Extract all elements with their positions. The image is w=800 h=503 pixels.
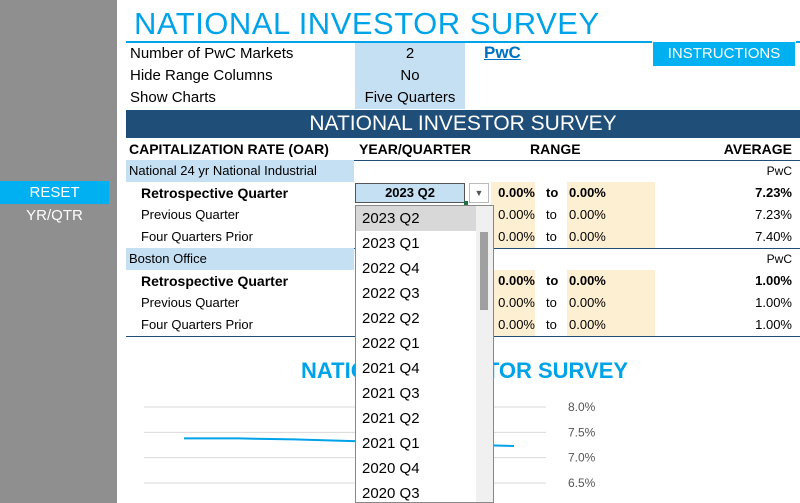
range-low: 0.00% bbox=[491, 292, 535, 314]
dropdown-option[interactable]: 2022 Q3 bbox=[362, 285, 420, 302]
dropdown-option[interactable]: 2022 Q2 bbox=[362, 310, 420, 327]
dropdown-option[interactable]: 2021 Q2 bbox=[362, 410, 420, 427]
dropdown-option[interactable]: 2021 Q3 bbox=[362, 385, 420, 402]
source-label: PwC bbox=[766, 252, 792, 266]
table-row: Four Quarters Prior 0.00% to 0.00% 1.00% bbox=[126, 314, 800, 336]
row-label: Retrospective Quarter bbox=[141, 185, 289, 201]
average-value: 7.23% bbox=[755, 207, 792, 222]
markets-count-input[interactable]: 2 bbox=[355, 43, 465, 65]
range-to: to bbox=[546, 273, 559, 288]
range-to: to bbox=[546, 207, 557, 222]
range-low: 0.00% bbox=[491, 182, 535, 204]
config-label: Hide Range Columns bbox=[130, 67, 273, 84]
range-high: 0.00% bbox=[567, 182, 655, 204]
hide-range-input[interactable]: No bbox=[355, 65, 465, 87]
column-header-year-quarter: YEAR/QUARTER bbox=[359, 141, 472, 157]
y-tick-label: 7.0% bbox=[568, 451, 596, 465]
range-high: 0.00% bbox=[567, 314, 655, 336]
market-name: National 24 yr National Industrial bbox=[126, 160, 354, 182]
range-to: to bbox=[546, 295, 557, 310]
year-quarter-select[interactable]: 2023 Q2 bbox=[355, 183, 465, 203]
range-to: to bbox=[546, 229, 557, 244]
year-quarter-dropdown[interactable]: 2023 Q2 2023 Q1 2022 Q4 2022 Q3 2022 Q2 2022 … bbox=[355, 205, 494, 503]
range-low: 0.00% bbox=[491, 270, 535, 292]
range-low: 0.00% bbox=[491, 314, 535, 336]
header-divider bbox=[126, 160, 800, 161]
table-row: Retrospective Quarter 2023 Q2 ▼ 0.00% to… bbox=[126, 182, 800, 204]
range-high: 0.00% bbox=[567, 226, 655, 248]
dropdown-option[interactable]: 2022 Q4 bbox=[362, 260, 420, 277]
table-row: Previous Quarter 0.00% to 0.00% 7.23% bbox=[126, 204, 800, 226]
table-row: Retrospective Quarter 0.00% to 0.00% 1.0… bbox=[126, 270, 800, 292]
chart-title-right: TOR SURVEY bbox=[485, 358, 629, 383]
dropdown-option[interactable]: 2020 Q4 bbox=[362, 460, 420, 477]
range-low: 0.00% bbox=[491, 204, 535, 226]
range-high: 0.00% bbox=[567, 204, 655, 226]
table-row: Previous Quarter 0.00% to 0.00% 1.00% bbox=[126, 292, 800, 314]
market-name: Boston Office bbox=[126, 248, 354, 270]
row-label: Previous Quarter bbox=[141, 295, 240, 310]
average-value: 7.23% bbox=[755, 185, 792, 200]
source-label: PwC bbox=[766, 164, 792, 178]
section-banner: NATIONAL INVESTOR SURVEY bbox=[126, 110, 800, 138]
row-label: Previous Quarter bbox=[141, 207, 240, 222]
average-value: 1.00% bbox=[755, 317, 792, 332]
y-tick-label: 6.5% bbox=[568, 476, 596, 490]
y-tick-label: 8.0% bbox=[568, 400, 596, 414]
range-high: 0.00% bbox=[567, 270, 655, 292]
range-high: 0.00% bbox=[567, 292, 655, 314]
row-label: Retrospective Quarter bbox=[141, 273, 289, 289]
page-title: NATIONAL INVESTOR SURVEY bbox=[134, 6, 600, 41]
chevron-down-icon[interactable]: ▼ bbox=[469, 183, 489, 203]
config-label: Show Charts bbox=[130, 89, 216, 106]
left-panel bbox=[0, 0, 117, 503]
column-header-range: RANGE bbox=[530, 141, 581, 157]
row-label: Four Quarters Prior bbox=[141, 229, 253, 244]
average-value: 1.00% bbox=[755, 295, 792, 310]
dropdown-option[interactable]: 2023 Q2 bbox=[356, 206, 493, 231]
cell-fill-handle[interactable] bbox=[464, 201, 468, 205]
instructions-button[interactable]: INSTRUCTIONS bbox=[652, 41, 796, 67]
range-low: 0.00% bbox=[491, 226, 535, 248]
table-row: Four Quarters Prior 0.00% to 0.00% 7.40% bbox=[126, 226, 800, 248]
pwc-link[interactable]: PwC bbox=[484, 43, 521, 62]
dropdown-option[interactable]: 2021 Q1 bbox=[362, 435, 420, 452]
dropdown-option[interactable]: 2022 Q1 bbox=[362, 335, 420, 352]
range-to: to bbox=[546, 185, 559, 200]
reset-yr-qtr-button[interactable]: RESET YR/QTR bbox=[0, 181, 109, 224]
row-label: Four Quarters Prior bbox=[141, 317, 253, 332]
average-value: 1.00% bbox=[755, 273, 792, 288]
column-header-average: AVERAGE bbox=[723, 141, 792, 157]
dropdown-list: 2023 Q2 2023 Q1 2022 Q4 2022 Q3 2022 Q2 2022 … bbox=[356, 206, 493, 502]
dropdown-option[interactable]: 2023 Q1 bbox=[362, 235, 420, 252]
dropdown-option[interactable]: 2020 Q3 bbox=[362, 485, 420, 502]
average-value: 7.40% bbox=[755, 229, 792, 244]
show-charts-input[interactable]: Five Quarters bbox=[355, 87, 465, 109]
scrollbar-thumb[interactable] bbox=[480, 232, 488, 310]
config-label: Number of PwC Markets bbox=[130, 45, 294, 62]
column-header-metric: CAPITALIZATION RATE (OAR) bbox=[129, 141, 329, 157]
dropdown-option[interactable]: 2021 Q4 bbox=[362, 360, 420, 377]
range-to: to bbox=[546, 317, 557, 332]
y-tick-label: 7.5% bbox=[568, 425, 596, 439]
title-divider bbox=[126, 41, 800, 43]
dropdown-scrollbar[interactable] bbox=[476, 206, 493, 502]
